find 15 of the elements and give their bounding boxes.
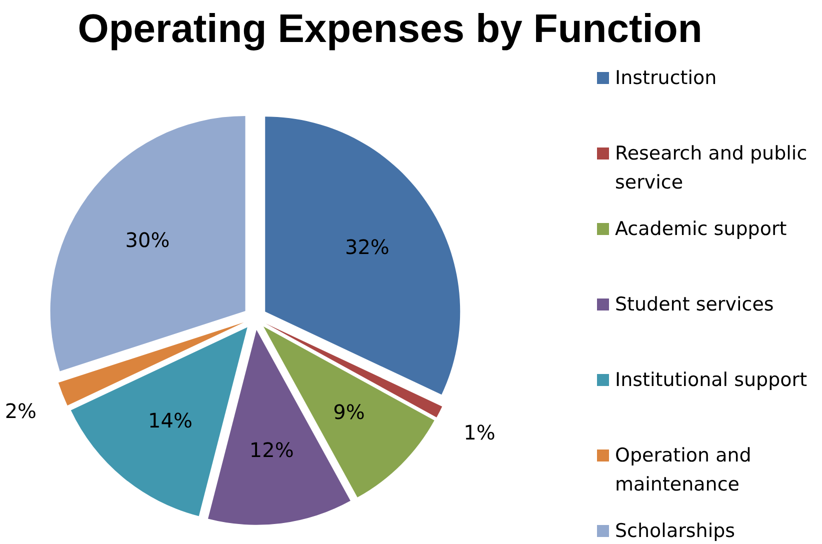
chart-title: Operating Expenses by Function [78,7,702,51]
legend-label: Institutional support [615,369,808,391]
legend-label: Instruction [615,67,717,89]
data-label: 9% [333,400,365,424]
data-label: 32% [344,234,390,259]
legend-label: Scholarships [615,520,736,542]
legend-label: Academic support [615,218,787,240]
data-label: 14% [148,408,193,432]
data-label: 30% [125,228,170,252]
legend-label: Operation and maintenance [615,444,752,496]
data-label: 1% [464,420,496,444]
data-label: 2% [4,398,37,423]
legend-label: Student services [615,294,774,316]
data-label: 12% [249,438,294,462]
legend-label: Research and public service [615,142,808,194]
